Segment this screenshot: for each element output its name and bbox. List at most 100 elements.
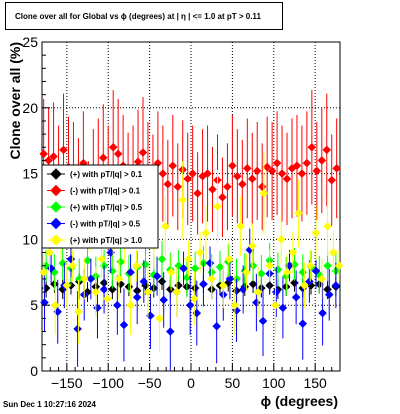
data-point xyxy=(193,188,202,198)
data-point xyxy=(172,287,182,297)
legend-marker xyxy=(50,184,62,197)
data-point xyxy=(237,179,247,189)
data-point xyxy=(183,174,193,184)
data-point xyxy=(297,169,307,178)
data-point xyxy=(225,274,235,284)
data-point xyxy=(86,274,96,284)
data-point xyxy=(83,256,92,265)
data-point xyxy=(305,261,315,271)
data-point xyxy=(157,254,167,264)
data-point xyxy=(73,324,82,334)
x-tick-label: −50 xyxy=(138,375,162,391)
data-point xyxy=(44,156,53,165)
data-point xyxy=(179,263,188,273)
data-point xyxy=(207,274,217,284)
y-tick-label: 5 xyxy=(30,297,38,313)
data-point xyxy=(331,281,341,290)
data-point xyxy=(267,166,277,176)
grid-lines xyxy=(42,42,340,371)
data-point xyxy=(112,300,122,310)
legend-label: (+) with pT/|q| > 1.0 xyxy=(70,236,143,245)
data-point xyxy=(242,163,252,173)
data-point xyxy=(184,254,193,264)
data-point xyxy=(302,158,312,168)
y-tick-label: 20 xyxy=(22,100,38,116)
data-point xyxy=(160,221,170,231)
data-point xyxy=(282,174,292,184)
data-point xyxy=(236,221,246,231)
data-point xyxy=(97,254,106,264)
data-point xyxy=(292,161,302,171)
legend-label: (-) with pT/|q| > 0.1 xyxy=(70,187,141,196)
data-point xyxy=(288,248,298,257)
data-point xyxy=(294,208,303,218)
x-tick-label: −100 xyxy=(92,375,124,391)
data-point xyxy=(103,294,112,303)
data-point xyxy=(317,274,327,284)
data-point xyxy=(79,274,89,284)
data-point xyxy=(165,327,175,336)
data-point xyxy=(228,161,237,171)
data-point xyxy=(312,166,322,176)
data-point xyxy=(230,300,240,310)
data-point xyxy=(203,169,212,178)
data-point xyxy=(185,300,195,310)
data-point xyxy=(262,162,272,172)
data-point xyxy=(259,188,269,198)
data-point xyxy=(158,169,168,178)
data-point xyxy=(329,248,338,257)
data-point xyxy=(166,267,176,277)
data-point xyxy=(323,261,332,271)
data-point xyxy=(291,292,301,302)
data-point xyxy=(247,174,257,184)
data-point xyxy=(252,166,262,176)
x-tick-label: −150 xyxy=(51,375,83,391)
data-point xyxy=(282,267,292,277)
data-point xyxy=(248,261,258,271)
data-point xyxy=(334,261,344,271)
x-tick-label: 0 xyxy=(187,375,195,391)
data-point xyxy=(62,281,72,290)
data-point xyxy=(40,298,49,307)
data-point xyxy=(159,295,169,305)
data-point xyxy=(45,248,54,257)
data-point xyxy=(327,175,337,185)
data-point xyxy=(253,287,263,297)
series-4 xyxy=(39,152,344,353)
data-point xyxy=(91,287,101,297)
data-point xyxy=(138,148,148,157)
legend-label: (-) with pT/|q| > 0.5 xyxy=(70,220,141,229)
y-tick-label: 25 xyxy=(22,34,38,50)
data-point xyxy=(258,316,268,326)
data-point xyxy=(208,185,217,194)
axes-layer: −150 −100 −50 0 50 100 150 0 5 10 15 20 25 xyxy=(22,34,341,391)
data-point xyxy=(278,303,288,313)
data-point xyxy=(298,319,308,328)
data-point xyxy=(311,228,321,238)
data-point xyxy=(242,267,251,277)
data-point xyxy=(163,179,173,189)
data-point xyxy=(168,161,178,171)
data-point xyxy=(155,314,164,323)
data-point xyxy=(224,254,234,264)
data-point xyxy=(99,285,109,294)
data-point xyxy=(98,153,108,163)
data-point xyxy=(271,300,280,310)
data-point xyxy=(59,145,68,155)
data-point xyxy=(257,269,266,278)
y-tick-label: 10 xyxy=(22,231,38,247)
data-point xyxy=(318,308,327,318)
legend-marker xyxy=(50,234,62,246)
data-point xyxy=(238,285,248,294)
data-point xyxy=(307,142,317,152)
y-tick-label: 15 xyxy=(22,166,38,182)
data-point xyxy=(300,281,309,290)
data-point xyxy=(213,202,222,211)
data-point xyxy=(201,228,211,238)
data-point xyxy=(311,266,321,276)
data-point xyxy=(265,261,274,271)
data-point xyxy=(119,320,129,330)
x-tick-label: 100 xyxy=(262,375,286,391)
data-point xyxy=(332,163,342,173)
